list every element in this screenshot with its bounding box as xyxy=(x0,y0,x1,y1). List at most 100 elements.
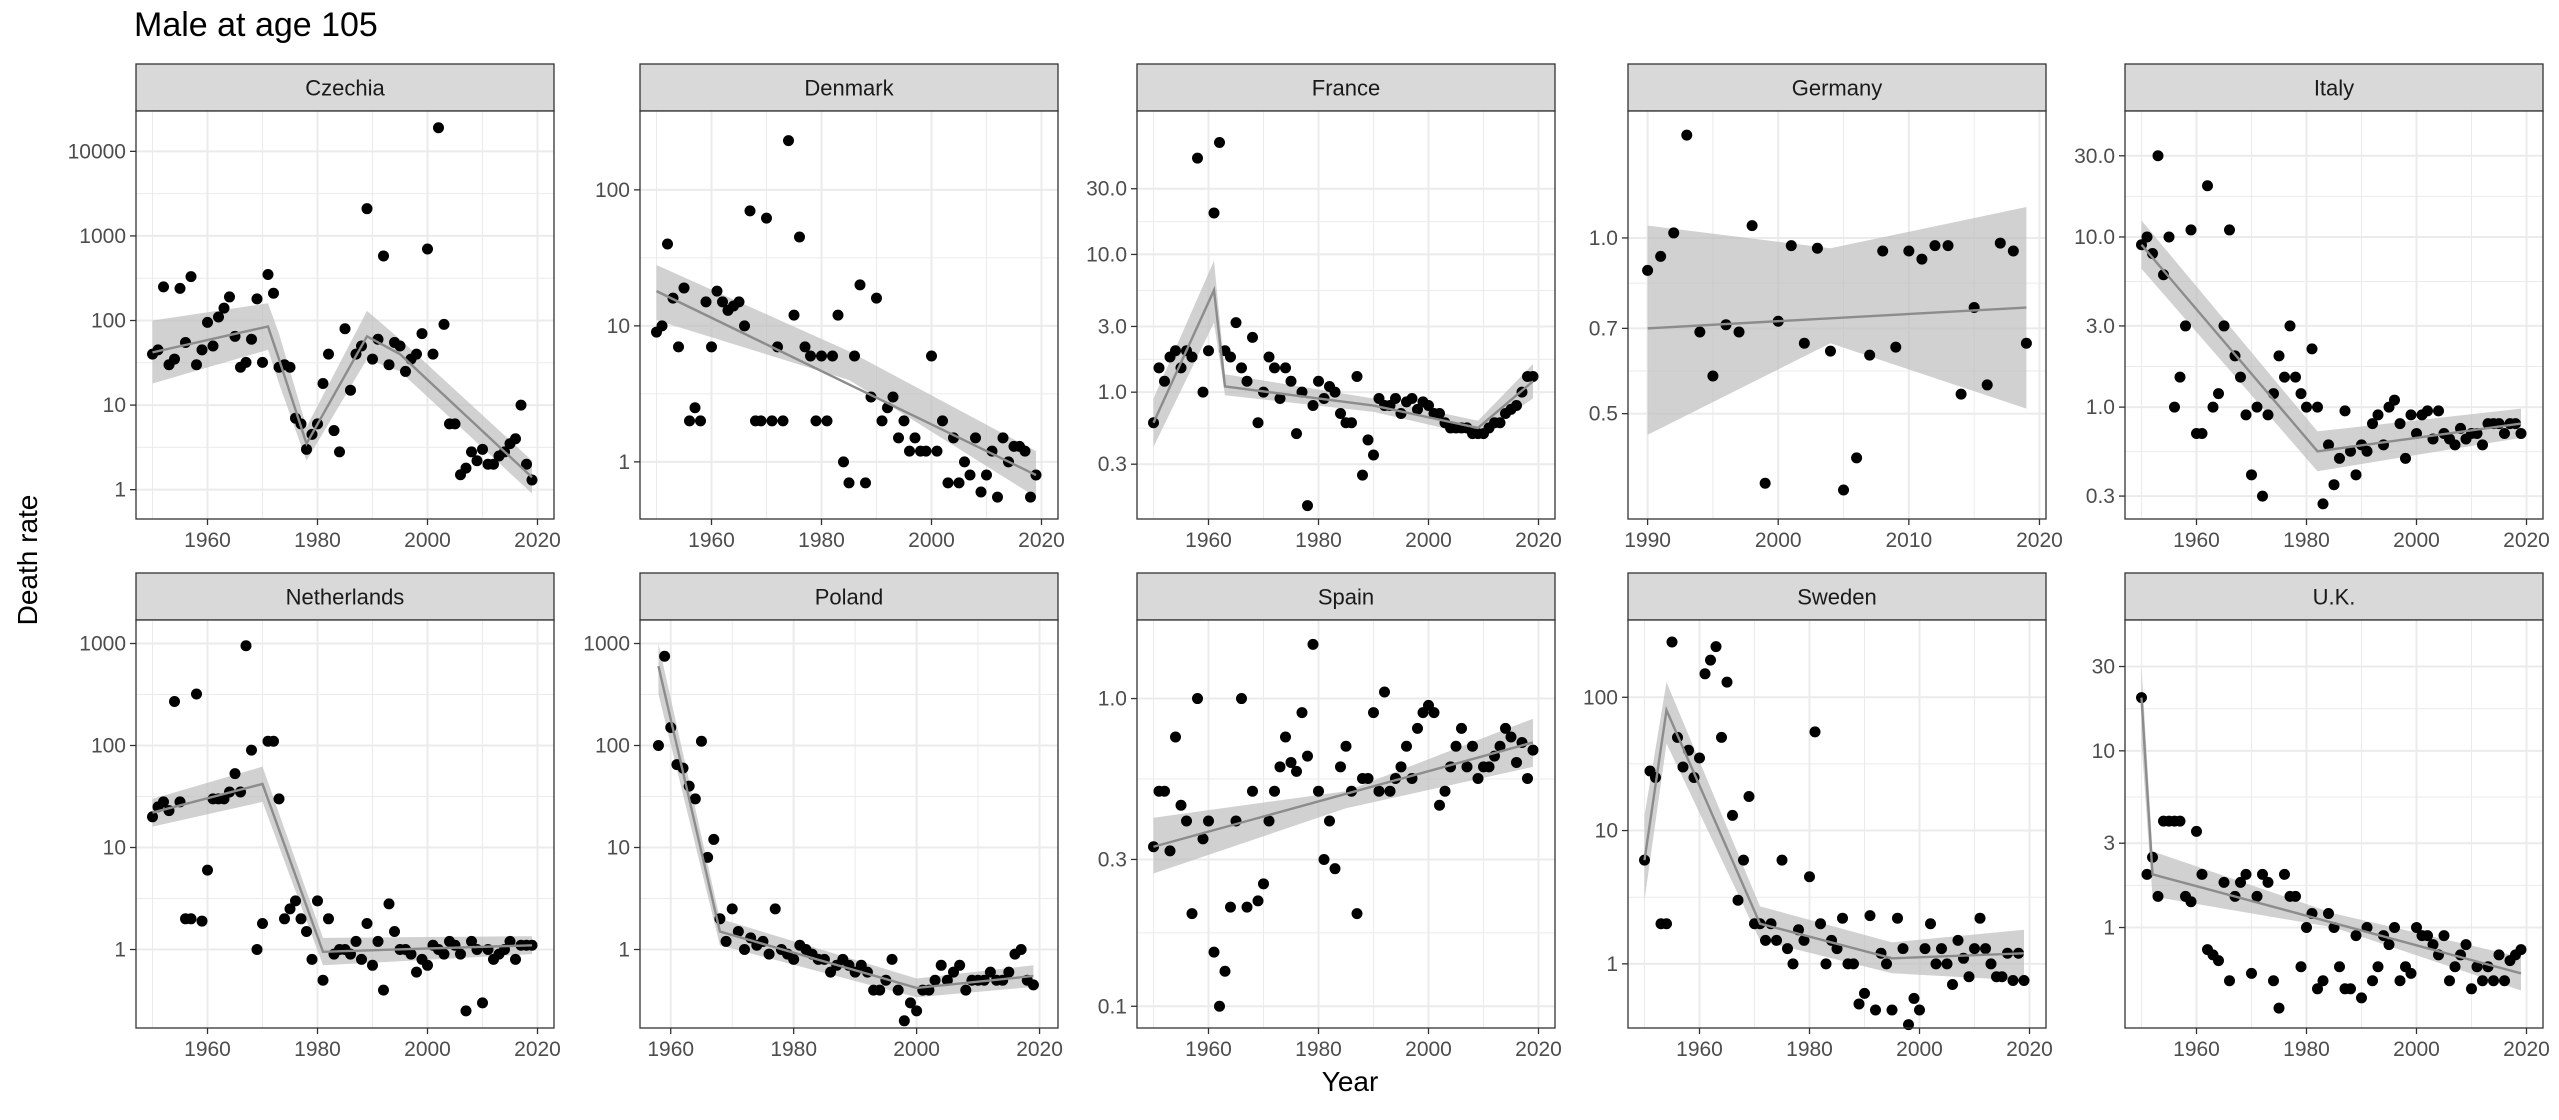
x-tick-label: 1960 xyxy=(647,1038,694,1061)
data-point xyxy=(1280,362,1291,374)
data-point xyxy=(477,443,488,455)
data-point xyxy=(185,271,197,283)
data-point xyxy=(2141,868,2153,880)
x-tick-label: 2020 xyxy=(1018,529,1065,552)
data-point xyxy=(886,953,898,965)
data-point xyxy=(1181,815,1192,827)
x-tick-label: 2000 xyxy=(404,529,451,552)
data-point xyxy=(1785,240,1797,252)
fit-line-denmark xyxy=(655,290,1037,477)
data-point xyxy=(2284,320,2296,332)
data-point xyxy=(1864,349,1876,361)
data-point xyxy=(2169,401,2180,413)
data-point xyxy=(1511,756,1522,768)
data-point xyxy=(2018,974,2030,986)
data-point xyxy=(1230,317,1242,329)
data-point xyxy=(1456,722,1467,734)
data-point xyxy=(2306,343,2318,355)
data-point xyxy=(1787,958,1799,970)
data-point xyxy=(662,238,673,250)
data-point xyxy=(1936,943,1947,955)
data-point xyxy=(257,917,268,929)
data-point xyxy=(1746,220,1758,232)
data-point xyxy=(389,926,400,938)
data-point xyxy=(695,735,707,747)
data-point xyxy=(2422,930,2433,942)
data-point xyxy=(1853,998,1865,1010)
data-point xyxy=(1313,375,1324,387)
data-point xyxy=(268,735,279,747)
strip-label-spain: Spain xyxy=(1318,585,1374,610)
data-point xyxy=(984,966,996,978)
data-point xyxy=(301,926,312,938)
data-point xyxy=(755,415,767,427)
strip-label-czechia: Czechia xyxy=(305,76,385,101)
data-point xyxy=(1851,452,1863,464)
data-point xyxy=(909,432,921,444)
x-tick-label: 2020 xyxy=(514,529,561,552)
data-point xyxy=(739,944,750,956)
data-point xyxy=(739,320,750,332)
data-point xyxy=(964,469,976,481)
data-point xyxy=(1434,799,1445,811)
x-tick-label: 2000 xyxy=(404,1038,451,1061)
y-tick-label: 0.3 xyxy=(1098,453,1127,476)
data-point xyxy=(185,913,197,925)
x-tick-label: 1980 xyxy=(2283,1038,2330,1061)
y-tick-label: 10.0 xyxy=(2074,226,2115,249)
data-point xyxy=(1694,752,1705,764)
x-tick-label: 2000 xyxy=(908,529,955,552)
y-tick-label: 10.0 xyxy=(1086,243,1127,266)
data-point xyxy=(1941,958,1953,970)
y-tick-label: 3.0 xyxy=(2086,315,2115,338)
panel-border-italy xyxy=(2124,110,2544,520)
data-point xyxy=(2246,469,2257,481)
data-point xyxy=(1527,744,1539,756)
data-point xyxy=(2279,868,2290,880)
data-point xyxy=(504,935,516,947)
data-point xyxy=(959,456,970,468)
data-point xyxy=(2350,930,2362,942)
data-point xyxy=(684,415,695,427)
data-point xyxy=(455,948,466,960)
data-point xyxy=(2163,231,2175,243)
data-point xyxy=(1929,240,1941,252)
data-point xyxy=(1186,908,1198,920)
data-point xyxy=(2444,975,2455,987)
data-point xyxy=(2411,922,2422,934)
data-point xyxy=(1351,370,1363,382)
data-point xyxy=(1494,417,1506,429)
data-point xyxy=(158,796,169,808)
data-point xyxy=(2471,961,2483,973)
data-point xyxy=(1809,726,1821,738)
data-point xyxy=(438,948,450,960)
data-point xyxy=(1208,207,1220,219)
data-point xyxy=(257,356,268,368)
data-point xyxy=(460,462,472,474)
data-point xyxy=(1721,676,1733,688)
x-tick-label: 1980 xyxy=(798,529,845,552)
data-point xyxy=(2191,825,2202,837)
data-point xyxy=(510,953,521,965)
fit-line-france xyxy=(1152,285,1534,430)
data-point xyxy=(1395,761,1407,773)
data-point xyxy=(1324,815,1335,827)
data-point xyxy=(1996,971,2008,983)
x-tick-label: 1980 xyxy=(1786,1038,1833,1061)
data-point xyxy=(471,455,483,467)
y-tick-label: 0.3 xyxy=(2086,485,2115,508)
y-tick-label: 1 xyxy=(114,939,126,962)
data-point xyxy=(1505,731,1517,743)
data-point xyxy=(874,984,886,996)
strip-label-france: France xyxy=(1312,76,1380,101)
data-point xyxy=(2345,445,2356,457)
data-point xyxy=(1346,417,1357,429)
x-tick-label: 1960 xyxy=(1185,1038,1232,1061)
data-point xyxy=(2328,479,2340,491)
data-point xyxy=(2251,401,2263,413)
data-point xyxy=(689,793,701,805)
data-point xyxy=(2515,944,2527,956)
data-point xyxy=(1225,351,1236,363)
data-point xyxy=(367,353,378,365)
y-tick-label: 100 xyxy=(91,735,126,758)
